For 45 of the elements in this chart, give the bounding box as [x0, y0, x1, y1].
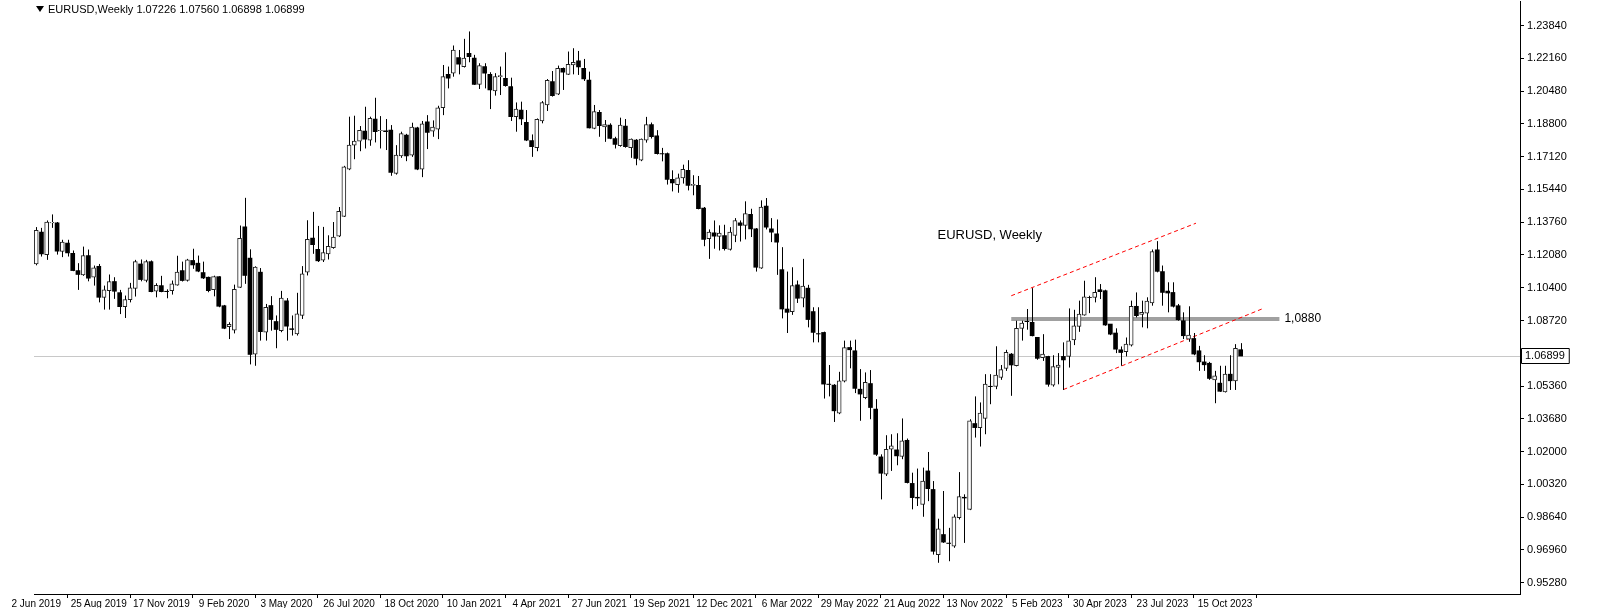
x-tick-label: 15 Oct 2023	[1197, 597, 1253, 608]
x-tick-label: 6 Mar 2022	[761, 597, 813, 608]
y-tick-label: 1.00320	[1527, 477, 1567, 490]
y-tick-label: 1.02000	[1527, 444, 1567, 457]
series-label: 1,0880	[1284, 311, 1322, 326]
y-tick-label: 1.20480	[1527, 84, 1567, 97]
y-tick-label: 1.08720	[1527, 313, 1567, 326]
x-tick-label: 29 May 2022	[820, 597, 879, 608]
x-tick-label: 10 Jan 2021	[446, 597, 503, 608]
y-tick-label: 0.98640	[1527, 510, 1567, 523]
x-tick-label: 26 Jul 2020	[323, 597, 376, 608]
y-tick-label: 0.96960	[1527, 542, 1567, 555]
y-tick-label: 1.10400	[1527, 280, 1567, 293]
ref-line-label: 1.06899	[1525, 349, 1565, 362]
y-tick-label: 1.13760	[1527, 215, 1567, 228]
x-tick-label: 9 Feb 2020	[198, 597, 250, 608]
x-tick-label: 17 Nov 2019	[133, 597, 191, 608]
annotation: EURUSD, Weekly	[937, 226, 1043, 242]
x-tick-label: 27 Jun 2021	[571, 597, 628, 608]
y-tick-label: 1.23840	[1527, 18, 1567, 31]
x-tick-label: 19 Sep 2021	[633, 597, 691, 608]
x-tick-label: 25 Aug 2019	[70, 597, 128, 608]
chart-title: EURUSD,Weekly 1.07226 1.07560 1.06898 1.06899	[48, 3, 305, 15]
x-tick-label: 13 Nov 2022	[946, 597, 1004, 608]
y-tick-label: 1.22160	[1527, 51, 1567, 64]
x-tick-label: 30 Apr 2023	[1072, 597, 1128, 608]
x-tick-label: 4 Apr 2021	[512, 597, 562, 608]
candlestick	[143, 259, 149, 283]
x-tick-label: 2 Jun 2019	[11, 597, 62, 608]
y-tick-label: 1.03680	[1527, 411, 1567, 424]
y-tick-label: 1.17120	[1527, 149, 1567, 162]
y-tick-label: 0.95280	[1527, 575, 1567, 588]
x-tick-label: 18 Oct 2020	[384, 597, 440, 608]
candlestick	[1035, 336, 1040, 361]
x-tick-label: 5 Feb 2023	[1012, 597, 1064, 608]
y-tick-label: 1.12080	[1527, 248, 1567, 261]
y-tick-label: 1.05360	[1527, 379, 1567, 392]
candlestick	[205, 276, 211, 293]
x-tick-label: 3 May 2020	[260, 597, 314, 608]
x-tick-label: 23 Jul 2023	[1136, 597, 1189, 608]
x-tick-label: 12 Dec 2021	[696, 597, 754, 608]
y-tick-label: 1.15440	[1527, 182, 1567, 195]
y-tick-label: 1.18800	[1527, 116, 1567, 129]
candlestick	[70, 250, 76, 272]
x-tick-label: 21 Aug 2022	[884, 597, 941, 608]
